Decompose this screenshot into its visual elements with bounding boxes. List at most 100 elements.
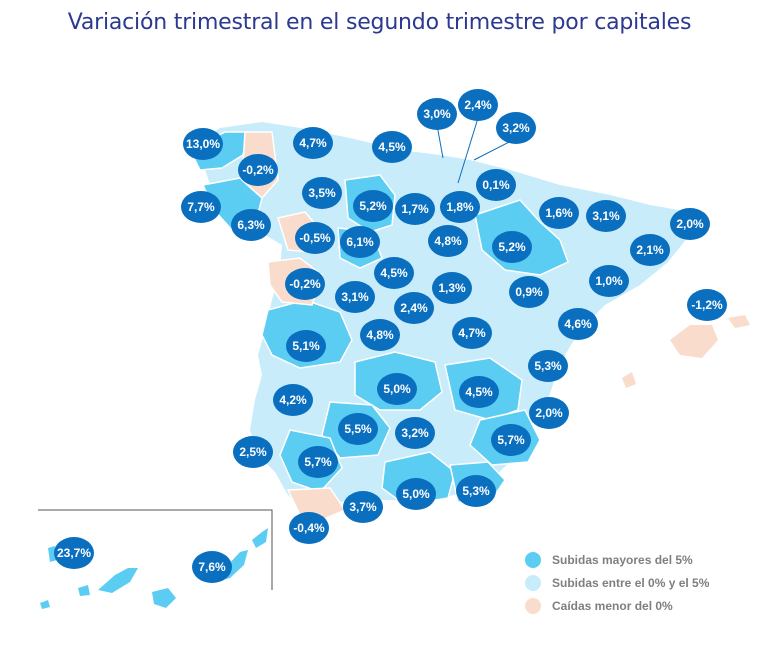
- value-bubble-label: 5,3%: [534, 359, 562, 373]
- value-bubble-shape: [417, 98, 457, 130]
- value-bubble-label: 1,0%: [595, 274, 623, 288]
- value-bubble: 5,1%: [286, 330, 326, 362]
- value-bubble-label: 7,7%: [187, 200, 215, 214]
- value-bubble: 4,6%: [558, 308, 598, 340]
- value-bubble: 3,7%: [343, 491, 383, 523]
- value-bubble-label: 4,8%: [434, 234, 462, 248]
- value-bubble-shape: [298, 446, 338, 478]
- value-bubble: 5,3%: [528, 350, 568, 382]
- value-bubble-label: 3,1%: [592, 209, 620, 223]
- value-bubble: 0,1%: [476, 169, 516, 201]
- value-bubble-label: 2,4%: [400, 301, 428, 315]
- value-bubble: -1,2%: [687, 289, 727, 321]
- value-bubble-label: -1,2%: [691, 298, 723, 312]
- value-bubble-label: 0,1%: [482, 178, 510, 192]
- value-bubble-shape: [343, 491, 383, 523]
- el-hierro: [40, 600, 50, 609]
- value-bubble: 5,7%: [491, 424, 531, 456]
- value-bubble-shape: [491, 424, 531, 456]
- value-bubble-label: 3,1%: [341, 290, 369, 304]
- value-bubble: 5,0%: [377, 373, 417, 405]
- legend-item-high: Subidas mayores del 5%: [525, 548, 709, 571]
- value-bubble: 4,5%: [374, 257, 414, 289]
- value-bubble-label: 0,9%: [515, 285, 543, 299]
- value-bubble-shape: [670, 208, 710, 240]
- value-bubble-label: 5,0%: [402, 487, 430, 501]
- value-bubble-shape: [293, 127, 333, 159]
- value-bubble-label: -0,2%: [242, 163, 274, 177]
- value-bubble-label: 2,5%: [239, 445, 267, 459]
- value-bubble: 3,1%: [586, 200, 626, 232]
- value-bubble-shape: [428, 225, 468, 257]
- value-bubble-label: 13,0%: [186, 137, 220, 151]
- balearic-islands: [622, 315, 750, 388]
- value-bubble-label: 4,7%: [299, 136, 327, 150]
- value-bubble: 2,4%: [458, 89, 498, 121]
- tenerife: [98, 568, 138, 593]
- value-bubble-shape: [395, 417, 435, 449]
- value-bubble: 2,5%: [233, 436, 273, 468]
- value-bubble-shape: [476, 169, 516, 201]
- value-bubble-shape: [374, 257, 414, 289]
- value-bubble-label: 5,7%: [304, 455, 332, 469]
- value-bubble-shape: [335, 281, 375, 313]
- value-bubble-label: 4,6%: [564, 317, 592, 331]
- value-bubble: 4,7%: [293, 127, 333, 159]
- value-bubble: 2,1%: [630, 234, 670, 266]
- value-bubble: 4,5%: [459, 376, 499, 408]
- value-bubble-label: 3,5%: [308, 186, 336, 200]
- value-bubble-label: 5,0%: [383, 382, 411, 396]
- value-bubble-label: 3,0%: [423, 107, 451, 121]
- value-bubble: 5,5%: [338, 413, 378, 445]
- value-bubble-shape: [459, 376, 499, 408]
- map-title: Variación trimestral en el segundo trime…: [67, 10, 692, 35]
- value-bubble: 4,2%: [273, 384, 313, 416]
- value-bubble-shape: [528, 350, 568, 382]
- value-bubble-label: 4,7%: [458, 326, 486, 340]
- value-bubble-shape: [687, 289, 727, 321]
- value-bubble-shape: [529, 397, 569, 429]
- value-bubble-shape: [432, 272, 472, 304]
- value-bubble-shape: [458, 89, 498, 121]
- value-bubble-label: 5,5%: [344, 422, 372, 436]
- value-bubble-label: -0,5%: [299, 231, 331, 245]
- value-bubble-label: 3,2%: [502, 121, 530, 135]
- legend-item-fall: Caídas menor del 0%: [525, 594, 709, 617]
- value-bubble-label: 5,3%: [462, 484, 490, 498]
- value-bubble: 1,3%: [432, 272, 472, 304]
- value-bubble: 3,1%: [335, 281, 375, 313]
- value-bubble: 4,7%: [452, 317, 492, 349]
- value-bubble-shape: [452, 317, 492, 349]
- canary-inset-frame: [38, 509, 273, 590]
- value-bubble: 2,0%: [670, 208, 710, 240]
- canary-islands: [40, 528, 268, 609]
- value-bubble: 5,7%: [298, 446, 338, 478]
- value-bubble-shape: [394, 292, 434, 324]
- value-bubble-shape: [238, 154, 278, 186]
- value-bubble-label: -0,4%: [293, 521, 325, 535]
- value-bubble-label: 4,2%: [279, 393, 307, 407]
- value-bubble: 4,8%: [360, 319, 400, 351]
- legend-swatch-high: [525, 551, 541, 568]
- value-bubble-shape: [492, 231, 532, 263]
- value-bubble-shape: [456, 475, 496, 507]
- value-bubble-label: 2,4%: [464, 98, 492, 112]
- value-bubble-shape: [360, 319, 400, 351]
- value-bubble-label: 5,2%: [359, 199, 387, 213]
- value-bubble-shape: [440, 191, 480, 223]
- value-bubble-shape: [273, 384, 313, 416]
- region-huelva: [286, 487, 347, 521]
- legend-label-mid: Subidas entre el 0% y el 5%: [552, 575, 710, 590]
- value-bubble-label: 1,8%: [446, 200, 474, 214]
- value-bubble-label: 7,6%: [198, 560, 226, 574]
- value-bubble: 5,0%: [396, 478, 436, 510]
- value-bubble: 5,2%: [492, 231, 532, 263]
- value-bubble-shape: [396, 478, 436, 510]
- value-bubble: -0,2%: [238, 154, 278, 186]
- ibiza: [622, 372, 636, 388]
- value-bubble: 5,2%: [353, 190, 393, 222]
- legend-item-mid: Subidas entre el 0% y el 5%: [525, 571, 709, 594]
- value-bubble: 3,5%: [302, 177, 342, 209]
- value-bubble-shape: [377, 373, 417, 405]
- value-bubble-shape: [54, 537, 94, 569]
